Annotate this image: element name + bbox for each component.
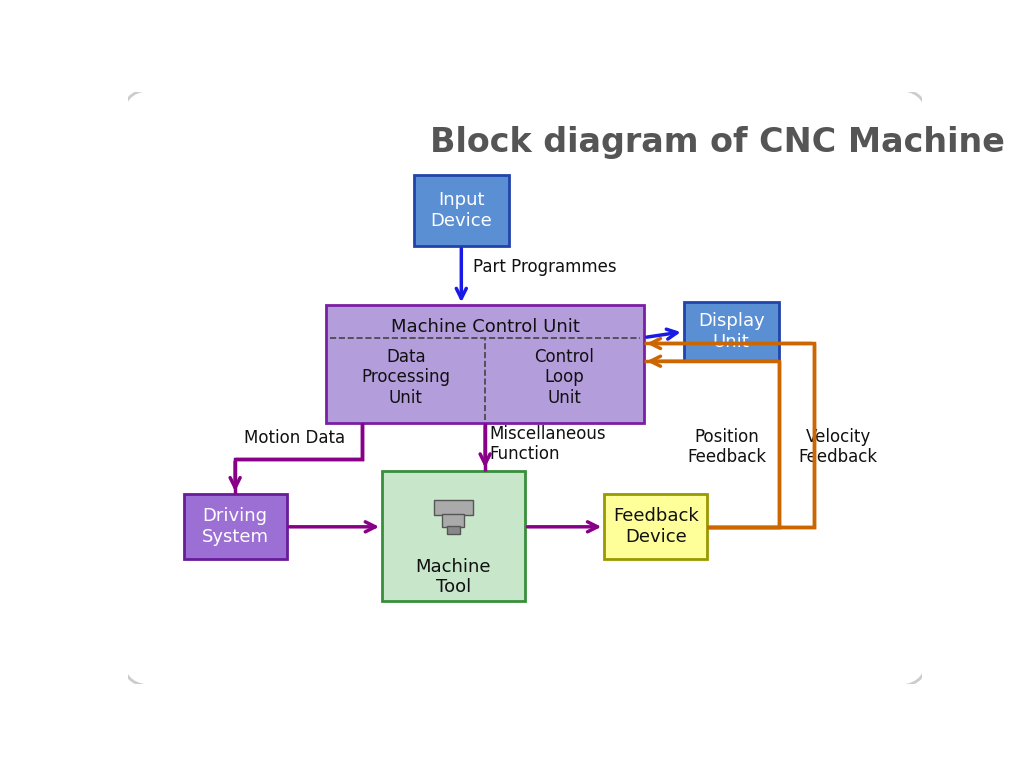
FancyBboxPatch shape: [327, 305, 644, 423]
FancyBboxPatch shape: [183, 495, 287, 559]
Text: Motion Data: Motion Data: [244, 429, 345, 447]
Text: Part Programmes: Part Programmes: [473, 257, 616, 276]
FancyBboxPatch shape: [414, 175, 509, 246]
Text: Miscellaneous
Function: Miscellaneous Function: [489, 425, 606, 463]
Text: Display
Unit: Display Unit: [697, 313, 765, 351]
Text: Input
Device: Input Device: [430, 191, 493, 230]
FancyBboxPatch shape: [433, 500, 473, 515]
Text: Block diagram of CNC Machine: Block diagram of CNC Machine: [430, 126, 1005, 159]
FancyBboxPatch shape: [604, 495, 708, 559]
Text: Driving
System: Driving System: [202, 508, 268, 546]
Text: Position
Feedback: Position Feedback: [687, 428, 767, 466]
Text: Data
Processing
Unit: Data Processing Unit: [361, 348, 451, 407]
Text: Feedback
Device: Feedback Device: [613, 508, 698, 546]
Text: Velocity
Feedback: Velocity Feedback: [799, 428, 878, 466]
Text: Machine Control Unit: Machine Control Unit: [391, 318, 580, 336]
FancyBboxPatch shape: [124, 89, 926, 687]
FancyBboxPatch shape: [447, 525, 460, 535]
Text: Control
Loop
Unit: Control Loop Unit: [535, 348, 594, 407]
Text: Machine
Tool: Machine Tool: [416, 558, 492, 597]
FancyBboxPatch shape: [684, 302, 778, 361]
FancyBboxPatch shape: [442, 514, 465, 527]
FancyBboxPatch shape: [382, 471, 524, 601]
